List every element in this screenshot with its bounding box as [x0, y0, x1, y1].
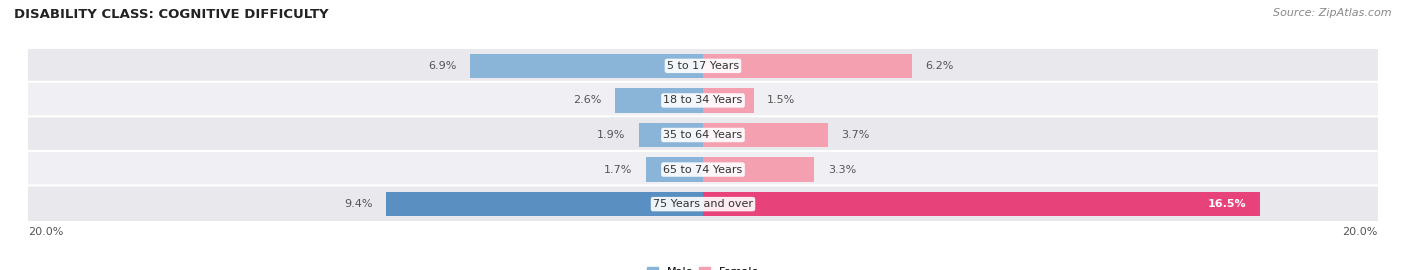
Bar: [385, 192, 703, 216]
Text: 9.4%: 9.4%: [344, 199, 373, 209]
Text: 1.5%: 1.5%: [768, 95, 796, 106]
Text: 75 Years and over: 75 Years and over: [652, 199, 754, 209]
FancyBboxPatch shape: [25, 116, 1381, 154]
Text: 5 to 17 Years: 5 to 17 Years: [666, 61, 740, 71]
Bar: [616, 88, 703, 113]
Text: 3.7%: 3.7%: [841, 130, 870, 140]
Text: 20.0%: 20.0%: [28, 227, 63, 237]
FancyBboxPatch shape: [25, 151, 1381, 188]
Text: 1.9%: 1.9%: [598, 130, 626, 140]
Text: 18 to 34 Years: 18 to 34 Years: [664, 95, 742, 106]
Text: 6.2%: 6.2%: [925, 61, 955, 71]
Bar: [703, 88, 754, 113]
Text: 20.0%: 20.0%: [1343, 227, 1378, 237]
Text: 65 to 74 Years: 65 to 74 Years: [664, 164, 742, 175]
Bar: [703, 123, 828, 147]
Text: 35 to 64 Years: 35 to 64 Years: [664, 130, 742, 140]
Text: 6.9%: 6.9%: [429, 61, 457, 71]
FancyBboxPatch shape: [25, 185, 1381, 223]
Text: 16.5%: 16.5%: [1208, 199, 1246, 209]
Text: 2.6%: 2.6%: [574, 95, 602, 106]
Bar: [645, 157, 703, 182]
Legend: Male, Female: Male, Female: [643, 262, 763, 270]
Bar: [470, 54, 703, 78]
Bar: [703, 192, 1260, 216]
FancyBboxPatch shape: [25, 47, 1381, 85]
Text: 1.7%: 1.7%: [603, 164, 633, 175]
Text: Source: ZipAtlas.com: Source: ZipAtlas.com: [1274, 8, 1392, 18]
Bar: [703, 157, 814, 182]
Text: DISABILITY CLASS: COGNITIVE DIFFICULTY: DISABILITY CLASS: COGNITIVE DIFFICULTY: [14, 8, 329, 21]
Text: 3.3%: 3.3%: [828, 164, 856, 175]
Bar: [638, 123, 703, 147]
FancyBboxPatch shape: [25, 82, 1381, 119]
Bar: [703, 54, 912, 78]
